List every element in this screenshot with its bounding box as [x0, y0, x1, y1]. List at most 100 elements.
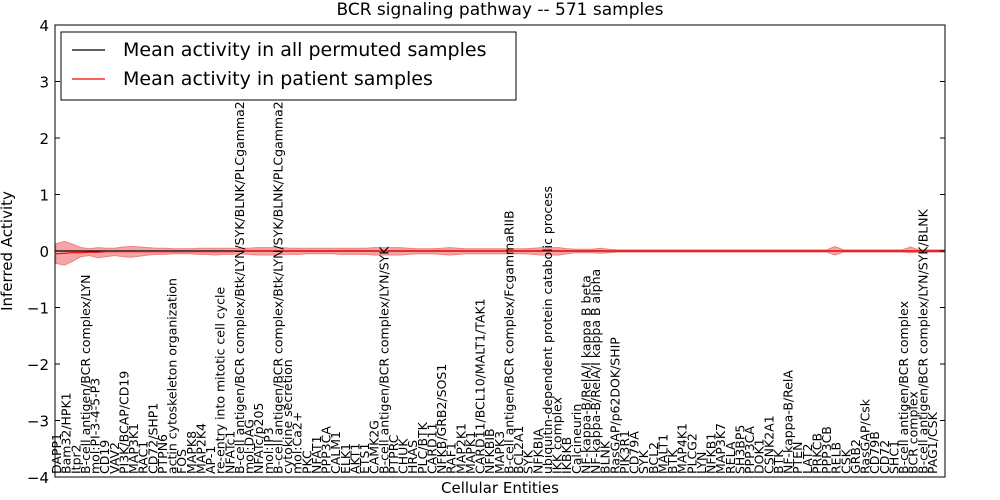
- legend: Mean activity in all permuted samples Me…: [60, 31, 517, 101]
- x-tick-label: CSK: [838, 448, 853, 474]
- patient-std-band: [55, 240, 945, 266]
- legend-label-permuted: Mean activity in all permuted samples: [123, 39, 486, 61]
- x-tick-label: B-cell antigen/BCR complex/Btk/LYN/SYK/B…: [270, 101, 285, 474]
- y-tick-label: 3: [39, 74, 49, 92]
- x-tick-label: DAPP1: [49, 433, 64, 474]
- x-tick-label: CARD11/BCL10/MALT1/TAK1: [473, 298, 488, 474]
- x-tick-label: MAP2K1: [453, 423, 468, 474]
- x-tick-label: IKBKB: [559, 437, 574, 474]
- x-tick-label: MALT1: [656, 434, 671, 474]
- x-tick-label: GRB2: [848, 439, 863, 474]
- x-tick-label: NFATc1: [222, 431, 237, 474]
- x-tick-label: B-cell antigen/BCR complex/FcgammaRIIB: [501, 210, 516, 474]
- y-tick-label: 4: [39, 17, 49, 35]
- x-tick-label: PTPN6: [155, 434, 170, 474]
- x-tick-label: actin cytoskeleton organization: [165, 278, 180, 474]
- x-tick-label: BCL2: [646, 442, 661, 474]
- y-tick-label: 0: [39, 243, 49, 261]
- x-tick-label: CD79B: [867, 431, 882, 474]
- x-tick-label: SH3BP5: [733, 425, 748, 474]
- x-tick-label: SYK: [521, 449, 536, 474]
- y-tick-label: −1: [27, 300, 49, 318]
- x-tick-label: mol:IP3: [261, 427, 276, 474]
- x-tick-label: mol:Ca2+: [290, 412, 305, 474]
- x-tick-label: PTEN: [790, 442, 805, 474]
- x-tick-label: B-cell antigen/BCR complex/LYN: [78, 275, 93, 475]
- x-tick-label: AKT1: [347, 443, 362, 474]
- x-tick-label: ubiquitin-dependent protein catabolic pr…: [540, 186, 555, 474]
- x-tick-label: RAF1: [444, 442, 459, 474]
- series-line-patient: [55, 250, 944, 255]
- x-tick-label: MAPK3: [492, 431, 507, 474]
- y-tick-label: −2: [27, 356, 49, 374]
- x-tick-label: B-cell antigen/BCR complex/LYN/SYK: [376, 246, 391, 474]
- x-tick-label: NFAT1: [309, 435, 324, 474]
- x-tick-label: MAP3K1: [126, 423, 141, 474]
- x-tick-label: CALM1: [328, 431, 343, 474]
- x-tick-label: NFKBIA: [530, 428, 545, 474]
- x-tick-label: PI3K/BCAP/CD19: [116, 371, 131, 474]
- x-tick-label: RELA: [723, 441, 738, 474]
- x-tick-label: AP-1: [203, 446, 218, 474]
- x-tick-label: PPP3CB: [819, 426, 834, 474]
- x-tick-label: PTPRC: [386, 434, 401, 474]
- y-tick-label: −3: [27, 413, 49, 431]
- x-tick-label: NFKBIB: [482, 428, 497, 474]
- x-tick-label: CSNK2A1: [761, 415, 776, 474]
- x-tick-label: PIK3R1: [617, 430, 632, 474]
- x-tick-label: LAT2: [800, 444, 815, 474]
- x-tick-label: MAP3K7: [713, 423, 728, 474]
- x-tick-label: DOK1: [752, 438, 767, 474]
- x-tick-label: HRAS: [405, 440, 420, 474]
- x-tick-label: LYN: [694, 452, 709, 474]
- x-tick-label: VAV2: [107, 442, 122, 474]
- x-tick-label: PPP3CA: [319, 426, 334, 474]
- y-tick-label: 2: [39, 130, 49, 148]
- x-tick-label: SYK: [636, 449, 651, 474]
- x-tick-label: B-cell antigen/BCR complex/Btk/LYN/SYK/B…: [232, 101, 247, 474]
- x-tick-label: PRKCB: [810, 433, 825, 474]
- x-tick-label: FOS: [174, 449, 189, 474]
- x-tick-label: NFKB1: [704, 433, 719, 474]
- x-tick-label: ETS1: [357, 443, 372, 474]
- x-tick-label: BLNK: [598, 440, 613, 474]
- x-tick-label: NF-kappa-B/RelA/I kappa B beta: [579, 275, 594, 474]
- x-tick-label: NF-kappa-B/RelA: [781, 370, 796, 474]
- x-tick-label: MAPK1: [463, 431, 478, 474]
- x-tick-label: CD72: [877, 440, 892, 474]
- x-tick-label: MAP4K1: [675, 423, 690, 474]
- y-tick-label: −4: [27, 469, 49, 487]
- x-tick-label: PKC: [299, 450, 314, 474]
- x-tick-label: RAC1: [136, 441, 151, 474]
- plot-area: [55, 240, 945, 266]
- x-tick-label: CARD11: [424, 423, 439, 475]
- legend-box: [60, 31, 517, 101]
- x-tick-label: B-cell antigen/BCR complex: [896, 301, 911, 474]
- x-tick-label: CAMK2G: [367, 420, 382, 474]
- legend-label-patient: Mean activity in patient samples: [123, 68, 433, 90]
- x-tick-label: PLC/BTK: [415, 421, 430, 474]
- x-tick-label: mol:DAG: [242, 419, 257, 474]
- x-tick-label: Itpr2: [68, 444, 83, 474]
- x-tick-label: mol:PI-3-4-5-P3: [88, 378, 103, 474]
- x-tick-label: B-cell antigen/BCR complex/LYN/SYK/BLNK: [915, 208, 930, 474]
- x-tick-label: MAP2K4: [193, 423, 208, 474]
- x-tick-label: cytokine secretion: [280, 359, 295, 474]
- x-axis-label: Cellular Entities: [441, 479, 559, 497]
- x-tick-label: PAG1/CSK: [925, 411, 940, 474]
- y-axis-label: Inferred Activity: [0, 191, 16, 311]
- x-tick-label: CHUK: [396, 438, 411, 474]
- x-tick-label: Bam32/HPK1: [59, 392, 74, 474]
- y-tick-label: 1: [39, 187, 49, 205]
- y-axis: −4 −3 −2 −1 0 1 2 3 4: [27, 17, 945, 487]
- x-tick-label: IKK complex: [550, 397, 565, 474]
- x-tick-label: CD79A: [627, 431, 642, 474]
- x-tick-label: BTK: [665, 449, 680, 474]
- x-tick-label: CD72/SHP1: [145, 403, 160, 474]
- x-tick-label: PPP3CA: [742, 426, 757, 474]
- x-tick-label: ELK1: [338, 443, 353, 474]
- x-tick-label: CD19: [97, 440, 112, 474]
- x-tick-label: RELB: [829, 442, 844, 474]
